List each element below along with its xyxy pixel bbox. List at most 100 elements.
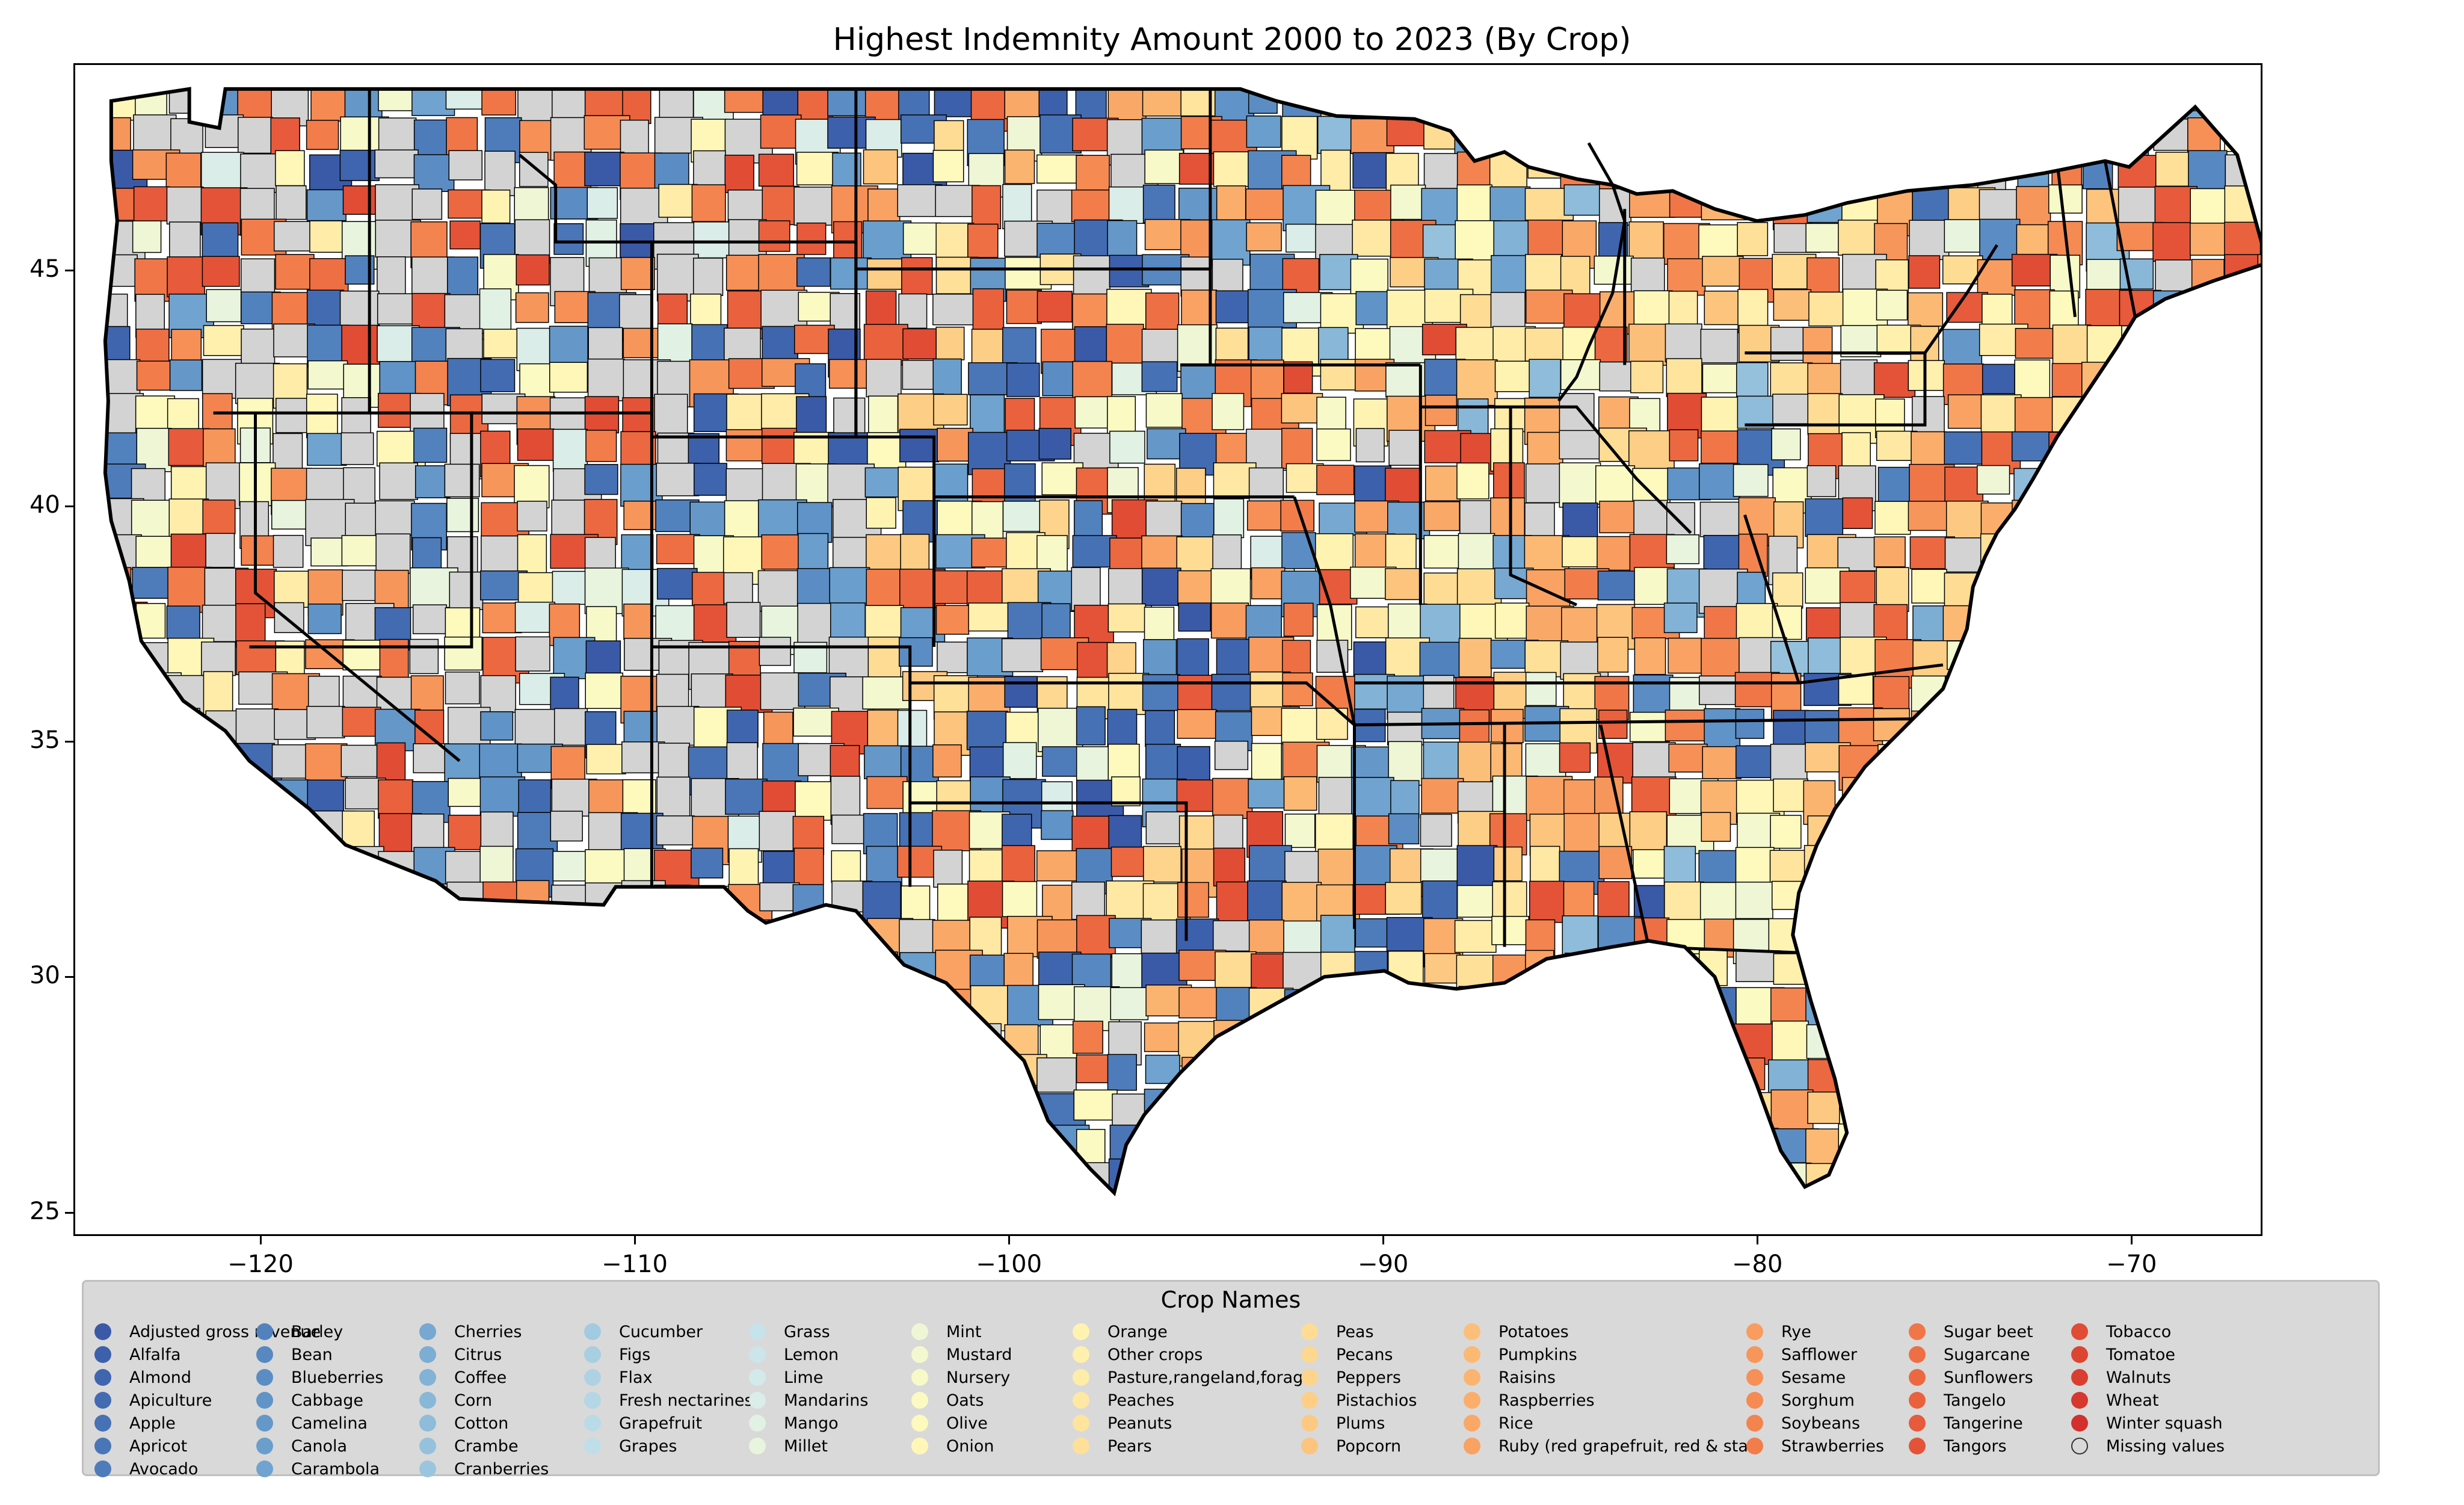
county-polygon [200,883,231,921]
county-polygon [1249,1199,1289,1234]
county-polygon [2119,1197,2163,1234]
legend-item: Ruby (red grapefruit, red & star) [1464,1435,1761,1457]
county-polygon [1177,1160,1212,1193]
county-polygon [1142,674,1181,711]
legend-marker [1909,1346,1926,1363]
legend-marker [94,1323,111,1340]
county-polygon [1977,1129,2017,1162]
county-polygon [166,1019,210,1054]
county-polygon [1284,814,1316,848]
legend-label: Pecans [1336,1345,1393,1364]
county-polygon [1281,1196,1318,1228]
county-polygon [1873,708,1910,741]
county-polygon [2013,708,2044,744]
county-polygon [1875,1162,1924,1193]
county-polygon [1666,88,1700,119]
county-polygon [447,1059,477,1090]
county-polygon [2151,1090,2192,1139]
county-polygon [1388,430,1421,466]
legend-item: Raisins [1464,1366,1761,1389]
county-polygon [1248,1126,1280,1167]
x-tick-mark [634,1236,636,1244]
county-polygon [866,497,896,529]
legend-marker [94,1460,111,1477]
legend-column: Cherries Citrus Coffee Corn Cotton Crambe Cran… [419,1320,549,1480]
county-polygon [205,1057,241,1086]
county-polygon [587,985,636,1023]
county-polygon [1838,918,1869,957]
county-polygon [655,1024,702,1054]
county-polygon [449,220,481,250]
county-polygon [1213,814,1243,851]
county-polygon [2223,1159,2253,1193]
county-polygon [411,1056,460,1105]
legend-marker [749,1392,766,1409]
legend-item: Pasture,rangeland,forage [1073,1366,1313,1389]
county-polygon [271,744,310,779]
county-polygon [1315,813,1354,856]
county-polygon [1006,1195,1038,1234]
county-polygon [446,1023,476,1069]
county-polygon [240,153,282,193]
county-polygon [514,709,561,746]
county-polygon [2259,847,2261,879]
county-polygon [2225,1093,2255,1137]
county-polygon [2223,746,2261,782]
legend-marker [256,1369,273,1386]
county-polygon [621,1127,671,1164]
county-polygon [2082,741,2131,785]
legend-label: Other crops [1107,1345,1203,1364]
county-polygon [795,988,825,1025]
county-polygon [1770,327,1809,361]
county-polygon [588,1161,633,1193]
county-polygon [1978,710,2015,745]
county-polygon [969,1023,1002,1052]
county-polygon [1529,880,1565,923]
county-polygon [1840,988,1874,1037]
county-polygon [1425,88,1474,128]
county-polygon [2259,1024,2261,1071]
county-polygon [2226,915,2261,957]
county-polygon [1317,1124,1360,1158]
legend-label: Pumpkins [1498,1345,1577,1364]
county-polygon [902,328,937,360]
county-polygon [446,498,479,533]
legend-item: Nursery [911,1366,1012,1389]
county-polygon [1874,501,1911,535]
county-polygon [105,778,138,821]
county-polygon [105,1093,132,1129]
county-polygon [831,987,863,1024]
county-polygon [2190,744,2237,776]
county-polygon [658,743,690,783]
county-polygon [1071,815,1112,854]
county-polygon [1943,1094,1975,1128]
county-polygon [2014,289,2055,330]
legend-item: Missing values [2071,1435,2225,1457]
county-polygon [1663,116,1709,161]
county-polygon [1316,985,1348,1036]
county-polygon [98,1198,137,1234]
county-polygon [1387,501,1431,540]
county-polygon [2050,119,2090,167]
county-polygon [2012,917,2046,948]
county-polygon [1840,811,1886,853]
county-polygon [1562,984,1592,1032]
county-polygon [2222,1125,2257,1169]
county-polygon [309,220,343,253]
county-polygon [1456,462,1489,499]
county-polygon [1770,150,1808,199]
county-polygon [550,1089,584,1120]
county-polygon [1004,676,1038,708]
county-polygon [1178,1196,1210,1234]
county-polygon [2051,777,2088,825]
county-polygon [2257,427,2261,473]
county-polygon [1320,1198,1362,1234]
county-polygon [1251,567,1286,599]
county-polygon [131,743,180,785]
county-polygon [1907,1123,1936,1168]
county-polygon [725,429,768,462]
county-polygon [273,1055,314,1097]
county-polygon [659,1196,698,1234]
county-polygon [2016,847,2050,882]
county-polygon [1559,1020,1603,1067]
